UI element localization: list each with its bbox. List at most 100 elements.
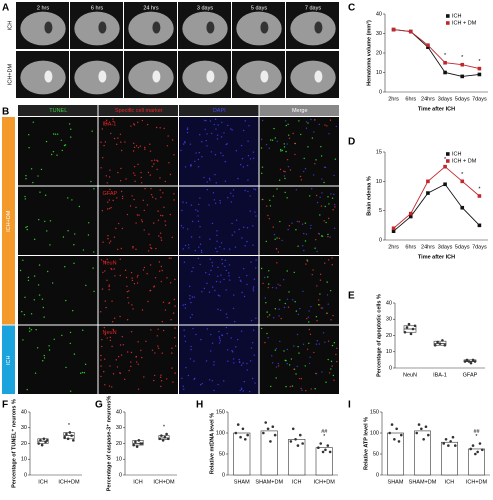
group-label: ICH+DM xyxy=(6,210,12,232)
cell-dot xyxy=(149,289,152,292)
cell-dot xyxy=(314,372,317,375)
cell-dot xyxy=(247,179,249,181)
panel-letter: B xyxy=(2,107,9,118)
cell-dot xyxy=(231,222,233,225)
cell-dot xyxy=(201,141,203,143)
point xyxy=(477,223,482,228)
cell-dot xyxy=(78,205,81,208)
cell-dot xyxy=(43,316,45,318)
cell-dot xyxy=(128,290,130,292)
cell-dot xyxy=(126,351,129,353)
cell-dot xyxy=(278,237,281,240)
cell-dot xyxy=(302,245,304,247)
cell-dot xyxy=(149,150,152,152)
point xyxy=(37,442,40,445)
cell-dot xyxy=(129,205,132,207)
cell-dot xyxy=(255,267,257,269)
point xyxy=(269,440,272,443)
cell-dot xyxy=(284,359,286,362)
cell-dot xyxy=(148,233,150,235)
y-tick-label: 20 xyxy=(386,333,392,339)
cell-dot xyxy=(120,141,122,143)
cell-dot xyxy=(318,343,320,345)
cell-dot xyxy=(143,209,145,212)
bar xyxy=(441,441,458,476)
cell-dot xyxy=(325,381,327,383)
point xyxy=(70,434,73,437)
marker-label: GFAP xyxy=(103,191,118,197)
cell-dot xyxy=(49,244,51,246)
annotation: * xyxy=(461,172,464,178)
cell-dot xyxy=(113,137,116,140)
cell-dot xyxy=(230,192,232,194)
cell-dot xyxy=(155,126,158,129)
lesion xyxy=(206,70,215,83)
point xyxy=(391,27,396,32)
cell-dot xyxy=(116,197,118,199)
cell-dot xyxy=(156,335,159,337)
cell-dot xyxy=(233,231,236,233)
cell-dot xyxy=(250,347,253,349)
y-tick-label: 0 xyxy=(119,472,122,478)
cell-dot xyxy=(285,385,287,388)
cell-dot xyxy=(208,379,211,381)
cell-dot xyxy=(143,266,146,269)
cell-dot xyxy=(167,135,169,137)
y-tick-label: 0 xyxy=(379,89,382,95)
cell-dot xyxy=(121,227,124,230)
cell-dot xyxy=(268,217,271,220)
cell-dot xyxy=(321,192,323,194)
point xyxy=(438,342,442,345)
cell-dot xyxy=(71,309,74,312)
cell-dot xyxy=(160,237,162,239)
cell-dot xyxy=(100,259,103,261)
point xyxy=(426,179,430,184)
cell-dot xyxy=(127,296,129,299)
cell-dot xyxy=(252,151,255,153)
cell-dot xyxy=(190,345,192,348)
cell-dot xyxy=(141,221,144,223)
cell-dot xyxy=(133,282,136,285)
cell-dot xyxy=(103,370,105,373)
cell-dot xyxy=(287,228,289,231)
micrograph xyxy=(179,325,259,394)
cell-dot xyxy=(157,345,159,347)
cell-dot xyxy=(197,257,200,260)
cell-dot xyxy=(108,385,111,387)
brain-slice xyxy=(20,60,66,95)
cell-dot xyxy=(111,321,114,323)
annotation: ## xyxy=(321,429,328,435)
x-tick-label: SHAM xyxy=(388,479,404,485)
cell-dot xyxy=(169,213,172,216)
cell-dot xyxy=(203,287,206,290)
cell-dot xyxy=(28,330,31,332)
y-axis-label: Brain edema % xyxy=(366,176,372,216)
cell-dot xyxy=(197,210,199,212)
cell-dot xyxy=(100,354,102,357)
lesion xyxy=(314,70,323,83)
cell-dot xyxy=(269,205,272,207)
point xyxy=(441,339,444,342)
cell-dot xyxy=(235,219,238,221)
cell-dot xyxy=(119,133,122,135)
cell-dot xyxy=(221,258,223,261)
cell-dot xyxy=(310,118,312,121)
cell-dot xyxy=(296,220,299,223)
cell-dot xyxy=(109,365,111,367)
cell-dot xyxy=(174,305,176,307)
x-tick-label: 6hrs xyxy=(405,96,416,102)
cell-dot xyxy=(112,120,114,123)
cell-dot xyxy=(275,248,278,250)
lesion xyxy=(206,21,215,34)
cell-dot xyxy=(160,196,162,198)
cell-dot xyxy=(120,354,123,356)
cell-dot xyxy=(81,371,84,374)
cell-dot xyxy=(190,236,193,238)
cell-dot xyxy=(43,354,45,357)
annotation: * xyxy=(475,434,478,440)
cell-dot xyxy=(48,345,50,347)
point xyxy=(158,437,161,441)
cell-dot xyxy=(231,351,234,353)
cell-dot xyxy=(100,167,102,169)
cell-dot xyxy=(190,164,192,166)
